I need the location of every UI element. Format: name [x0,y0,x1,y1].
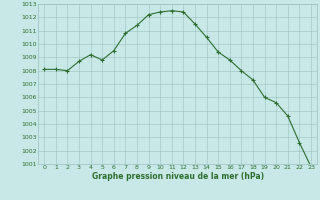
X-axis label: Graphe pression niveau de la mer (hPa): Graphe pression niveau de la mer (hPa) [92,172,264,181]
